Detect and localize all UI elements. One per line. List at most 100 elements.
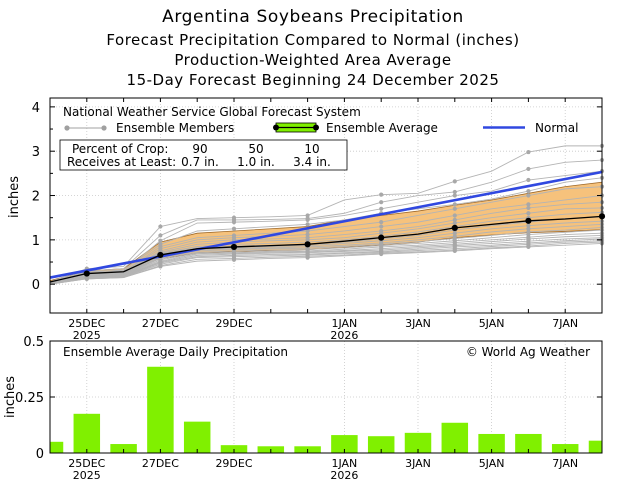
bottom-x-year-label: 2026 <box>330 469 358 482</box>
top-x-tick-label: 5JAN <box>479 317 505 330</box>
daily-precip-bar <box>147 366 174 453</box>
ensemble-member-point <box>379 192 384 197</box>
ensemble-member-point <box>526 177 531 183</box>
ensemble-member-point <box>526 205 531 211</box>
bottom-x-year-label: 2025 <box>73 469 101 482</box>
daily-panel: 0 0.25 0.5 25DEC 27DEC 29DEC 1JAN 3JAN 5JAN 7JAN… <box>3 335 603 482</box>
ensemble-average-point <box>304 241 311 248</box>
legend-members: Ensemble Members <box>64 121 234 135</box>
legend-average-label: Ensemble Average <box>326 121 438 135</box>
ensemble-member-line <box>49 207 603 284</box>
chart-subtitle-forecast: 15-Day Forecast Beginning 24 December 20… <box>127 71 500 89</box>
ensemble-member-point <box>526 226 531 231</box>
daily-precip-bar <box>110 444 137 453</box>
crop-table-box <box>59 139 348 171</box>
bottom-x-tick-label: 25DEC <box>68 457 105 470</box>
ensemble-member-line <box>49 220 603 284</box>
top-plot-frame <box>49 97 603 314</box>
top-x-year-label: 2025 <box>73 329 101 342</box>
top-x-axis: 25DEC 27DEC 29DEC 1JAN 3JAN 5JAN 7JAN 2025 2026 <box>49 98 603 342</box>
ensemble-member-point <box>305 232 310 237</box>
ensemble-member-line <box>49 232 603 285</box>
top-y-tick-label: 4 <box>32 101 40 116</box>
crop-amount-10: 3.4 in. <box>293 155 331 169</box>
top-x-tick-label: 1JAN <box>331 317 357 330</box>
ensemble-member-point <box>379 220 384 225</box>
legend-average-marker <box>313 124 319 131</box>
crop-amount-50: 1.0 in. <box>237 155 275 169</box>
ensemble-member-line <box>49 238 603 285</box>
top-x-year-label: 2026 <box>330 329 358 342</box>
ensemble-member-line <box>49 170 603 284</box>
ensemble-average-point <box>525 217 532 224</box>
top-x-tick-label: 27DEC <box>142 317 179 330</box>
daily-precip-bar <box>404 432 432 453</box>
crop-receives-label: Receives at Least: <box>67 155 176 169</box>
daily-precip-bar <box>367 436 395 453</box>
ensemble-member-point <box>452 193 457 198</box>
crop-percent-50: 50 <box>248 142 263 156</box>
ensemble-member-point <box>526 166 531 172</box>
legend-members-marker <box>64 125 70 131</box>
bottom-x-tick-label: 29DEC <box>215 457 252 470</box>
ensemble-average-point <box>451 224 458 231</box>
crop-table: Percent of Crop: 90 50 10 Receives at Le… <box>59 139 348 171</box>
ensemble-member-point <box>452 206 457 211</box>
chart-subtitle: Forecast Precipitation Compared to Norma… <box>106 31 519 49</box>
crop-percent-90: 90 <box>192 142 207 156</box>
bottom-y-axis: 0 0.25 0.5 <box>15 335 602 462</box>
ensemble-average-point <box>83 270 90 277</box>
daily-bars <box>50 366 602 453</box>
top-x-tick-label: 3JAN <box>405 317 431 330</box>
ensemble-member-point <box>231 226 237 231</box>
ensemble-member-line <box>49 159 603 283</box>
top-y-axis: 0 1 2 3 4 <box>32 101 602 293</box>
daily-chart-title: Ensemble Average Daily Precipitation <box>63 345 288 359</box>
ensemble-member-line <box>49 223 603 284</box>
ensemble-average-points <box>83 213 606 277</box>
legend-average: Ensemble Average <box>273 121 438 135</box>
legend-normal: Normal <box>483 121 578 135</box>
ensemble-member-point <box>452 231 457 236</box>
ensemble-member-point <box>305 222 310 227</box>
top-y-tick-label: 3 <box>32 145 40 160</box>
chart-title: Argentina Soybeans Precipitation <box>162 7 464 27</box>
daily-precip-bar <box>551 444 579 453</box>
daily-precip-bar <box>50 441 64 453</box>
ensemble-average-point <box>230 243 238 251</box>
ensemble-member-point <box>452 202 457 207</box>
credit-text: © World Ag Weather <box>466 345 590 359</box>
ensemble-member-line <box>49 145 602 283</box>
ensemble-member-point <box>379 200 384 205</box>
daily-precip-bar <box>588 440 602 453</box>
ensemble-member-point <box>231 220 237 225</box>
ensemble-member-point <box>231 257 237 262</box>
model-label: National Weather Service Global Forecast… <box>63 105 361 119</box>
ensemble-member-point <box>526 211 531 216</box>
top-x-tick-label: 25DEC <box>68 317 105 330</box>
top-y-axis-label: inches <box>7 176 22 218</box>
crop-amount-90: 0.7 in. <box>181 155 219 169</box>
ensemble-member-point <box>452 189 457 195</box>
ensemble-member-point <box>379 251 384 257</box>
bottom-x-axis: 25DEC 27DEC 29DEC 1JAN 3JAN 5JAN 7JAN 2025 2026 <box>49 449 603 482</box>
crop-percent-10: 10 <box>304 142 319 156</box>
ensemble-member-point <box>452 217 457 223</box>
daily-precip-bar <box>441 422 469 453</box>
ensemble-member-point <box>526 223 531 228</box>
ensemble-member-line <box>49 240 603 285</box>
top-y-tick-label: 0 <box>32 278 40 293</box>
legend-members-label: Ensemble Members <box>116 121 234 135</box>
legend: National Weather Service Global Forecast… <box>63 105 578 135</box>
bottom-y-tick-label: 0 <box>36 447 44 462</box>
bottom-x-tick-label: 7JAN <box>552 457 578 470</box>
normal-line <box>49 170 603 279</box>
ensemble-member-point <box>379 224 384 229</box>
ensemble-member-point <box>526 244 531 250</box>
ensemble-member-point <box>452 213 457 218</box>
bottom-x-tick-label: 3JAN <box>405 457 431 470</box>
bottom-x-tick-label: 1JAN <box>331 457 357 470</box>
legend-average-marker <box>273 124 279 131</box>
ensemble-member-point <box>379 206 384 211</box>
